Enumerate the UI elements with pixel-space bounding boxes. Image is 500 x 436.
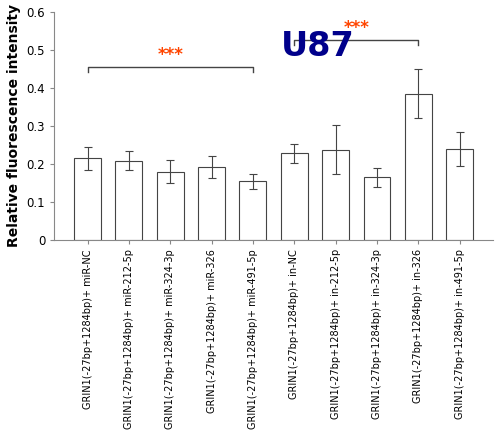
Bar [281,153,307,240]
Bar [198,167,225,240]
Bar [157,172,184,240]
Bar [240,181,266,240]
Y-axis label: Relative fluorescence intensity: Relative fluorescence intensity [7,4,21,248]
Text: ***: *** [158,46,183,64]
Bar [74,158,101,240]
Bar [364,177,390,240]
Bar [322,150,349,240]
Bar [446,149,473,240]
Text: U87: U87 [280,30,354,63]
Text: ***: *** [344,20,369,37]
Bar [405,94,432,240]
Bar [116,161,142,240]
